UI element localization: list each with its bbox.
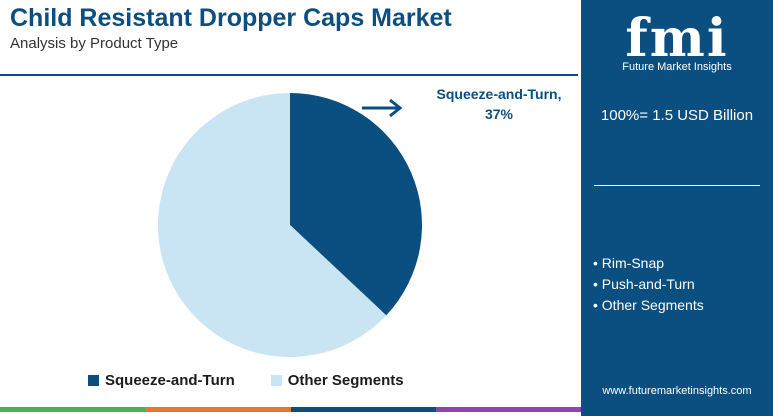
legend-label-other-segments: Other Segments	[287, 372, 404, 389]
legend-item-other-segments: Other Segments	[270, 372, 404, 389]
legend-label-squeeze-and-turn: Squeeze-and-Turn	[105, 372, 235, 389]
panel-divider	[594, 185, 760, 186]
segment-item-rim-snap: Rim-Snap	[593, 253, 704, 274]
chart-title: Child Resistant Dropper Caps Market	[10, 4, 452, 32]
header-divider	[0, 74, 578, 76]
pie-chart	[158, 93, 422, 357]
pie-slice-other-segments	[158, 93, 387, 357]
footer-color-bar	[0, 407, 581, 412]
legend-item-squeeze-and-turn: Squeeze-and-Turn	[88, 372, 235, 389]
footer-bar-segment-4	[435, 407, 581, 412]
chart-legend: Squeeze-and-Turn Other Segments	[88, 372, 440, 389]
logo-subtitle: Future Market Insights	[622, 61, 732, 73]
chart-subtitle: Analysis by Product Type	[10, 35, 179, 52]
market-total-label: 100%= 1.5 USD Billion	[600, 107, 754, 124]
legend-swatch-squeeze-and-turn	[88, 375, 99, 386]
logo-text: fmi	[625, 12, 728, 62]
website-link[interactable]: www.futuremarketinsights.com	[602, 385, 752, 397]
footer-bar-segment-3	[290, 407, 436, 412]
legend-swatch-other-segments	[270, 375, 282, 386]
segment-item-other-segments: Other Segments	[593, 295, 704, 316]
segment-item-push-and-turn: Push-and-Turn	[593, 274, 704, 295]
pie-slice-squeeze-and-turn	[290, 93, 422, 316]
footer-bar-segment-2	[145, 407, 291, 412]
footer-bar-segment-1	[0, 407, 146, 412]
fmi-logo: fmi	[625, 12, 728, 62]
segment-list: Rim-Snap Push-and-Turn Other Segments	[593, 253, 704, 316]
side-panel	[581, 0, 773, 416]
callout-label: Squeeze-and-Turn, 37%	[436, 86, 562, 122]
callout-arrow-icon	[362, 98, 403, 118]
